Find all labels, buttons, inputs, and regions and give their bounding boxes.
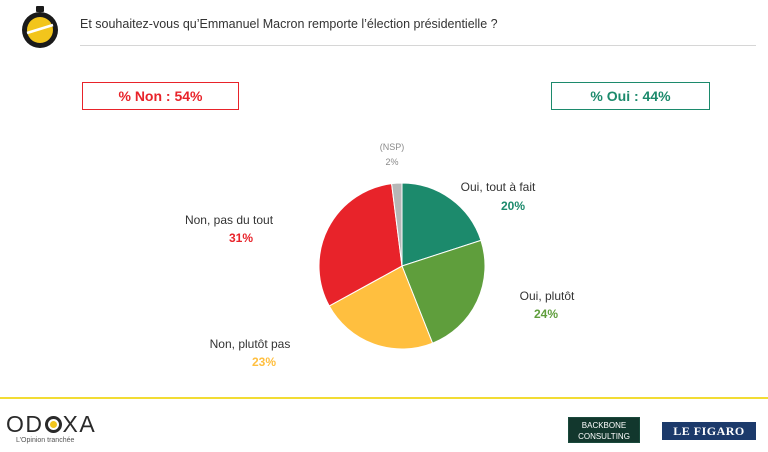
pie-slice-nsp bbox=[391, 182, 403, 267]
odoxa-badge-icon bbox=[22, 6, 58, 48]
slice-label-non-plutot-pas: Non, plutôt pas bbox=[209, 337, 291, 351]
odoxa-o-icon bbox=[44, 416, 62, 433]
slice-label-nsp: (NSP) bbox=[379, 142, 405, 152]
pie-slice-non-plutot-pas bbox=[328, 265, 434, 350]
slice-label-oui-plutot: Oui, plutôt bbox=[519, 289, 575, 303]
backbone-consulting-logo: BACKBONE CONSULTING bbox=[568, 417, 640, 443]
odoxa-tagline: L’Opinion tranchée bbox=[16, 437, 75, 444]
header-divider bbox=[80, 45, 756, 46]
non-total-box: % Non : 54% bbox=[82, 82, 239, 110]
slice-value-oui-tout-a-fait: 20% bbox=[500, 199, 526, 213]
oui-total-box: % Oui : 44% bbox=[551, 82, 710, 110]
odoxa-logo: OD XA bbox=[6, 411, 97, 437]
question-title: Et souhaitez-vous qu’Emmanuel Macron rem… bbox=[80, 17, 498, 31]
slice-label-oui-tout-a-fait: Oui, tout à fait bbox=[460, 180, 536, 194]
footer-divider bbox=[0, 397, 768, 399]
slice-value-nsp: 2% bbox=[385, 157, 399, 167]
slice-label-non-pas-du-tout: Non, pas du tout bbox=[184, 213, 274, 227]
pie-slice-non-pas-du-tout bbox=[318, 183, 403, 307]
slice-value-non-pas-du-tout: 31% bbox=[228, 231, 254, 245]
le-figaro-logo: LE FIGARO bbox=[662, 422, 756, 440]
slice-value-oui-plutot: 24% bbox=[533, 307, 559, 321]
slice-value-non-plutot-pas: 23% bbox=[251, 355, 277, 369]
pie-slice-oui-tout-a-fait bbox=[401, 182, 482, 267]
